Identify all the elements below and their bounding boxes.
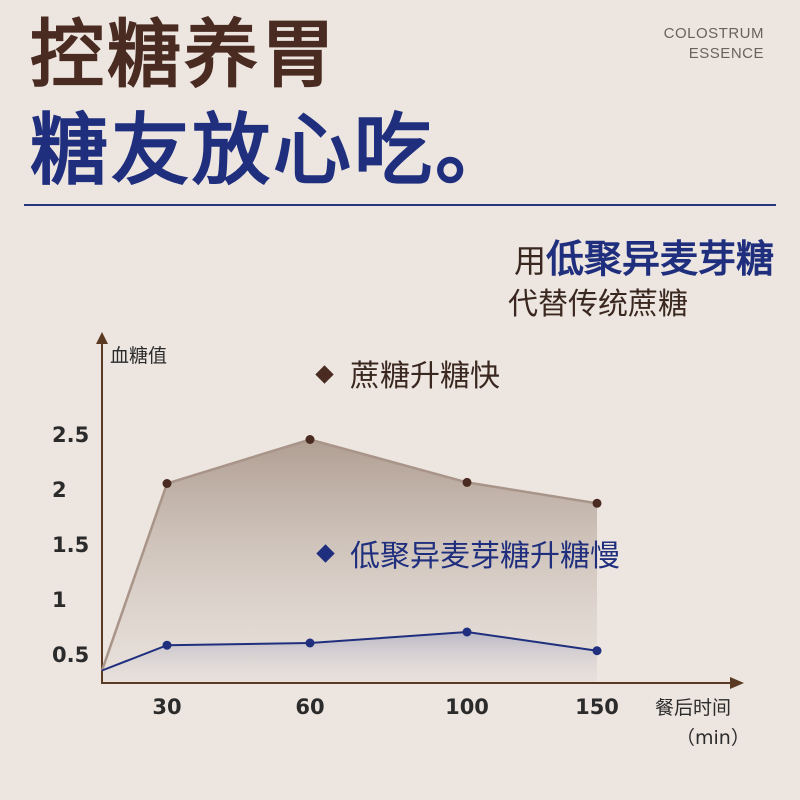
- title-line1: 控糖养胃: [30, 12, 338, 98]
- y-tick-label: 2: [52, 478, 67, 502]
- y-axis-arrow: [96, 332, 108, 344]
- y-tick-label: 2.5: [52, 423, 89, 447]
- data-point-sucrose: [462, 477, 472, 487]
- data-point-isomalto: [305, 638, 315, 648]
- x-tick-label: 60: [295, 695, 324, 719]
- data-point-isomalto: [462, 627, 472, 637]
- legend-marker-sucrose: [315, 365, 334, 384]
- data-point-sucrose: [162, 479, 172, 488]
- brand-text: COLOSTRUM ESSENCE: [664, 24, 764, 64]
- x-tick-label: 150: [575, 695, 619, 719]
- x-axis-arrow: [730, 677, 744, 689]
- y-tick-label: 1.5: [52, 533, 89, 557]
- y-tick-label: 0.5: [52, 643, 89, 667]
- subtitle-prefix: 用: [513, 242, 546, 280]
- x-axis-label: 餐后时间: [655, 697, 731, 719]
- subtitle-line2: 代替传统蔗糖: [508, 287, 688, 322]
- legend-sucrose: 蔗糖升糖快: [350, 359, 500, 394]
- data-point-sucrose: [592, 498, 602, 508]
- area-sucrose: [102, 439, 597, 683]
- title-line2: 糖友放心吃。: [30, 106, 517, 196]
- x-tick-label: 30: [152, 695, 181, 719]
- brand-line1: COLOSTRUM: [663, 25, 764, 42]
- brand-line2: ESSENCE: [688, 45, 764, 62]
- data-point-isomalto: [592, 646, 602, 656]
- y-tick-label: 1: [52, 588, 67, 612]
- header-divider: [24, 204, 776, 206]
- y-axis-label: 血糖值: [110, 345, 167, 367]
- subtitle-line1: 用低聚异麦芽糖: [514, 240, 774, 278]
- data-point-isomalto: [162, 640, 172, 650]
- x-axis-unit: （min）: [676, 727, 750, 749]
- legend-marker-isomalto: [316, 544, 335, 563]
- data-point-sucrose: [305, 435, 315, 444]
- x-tick-label: 100: [445, 695, 489, 719]
- subtitle-highlight: 低聚异麦芽糖: [545, 237, 774, 281]
- legend-isomalto: 低聚异麦芽糖升糖慢: [350, 539, 620, 574]
